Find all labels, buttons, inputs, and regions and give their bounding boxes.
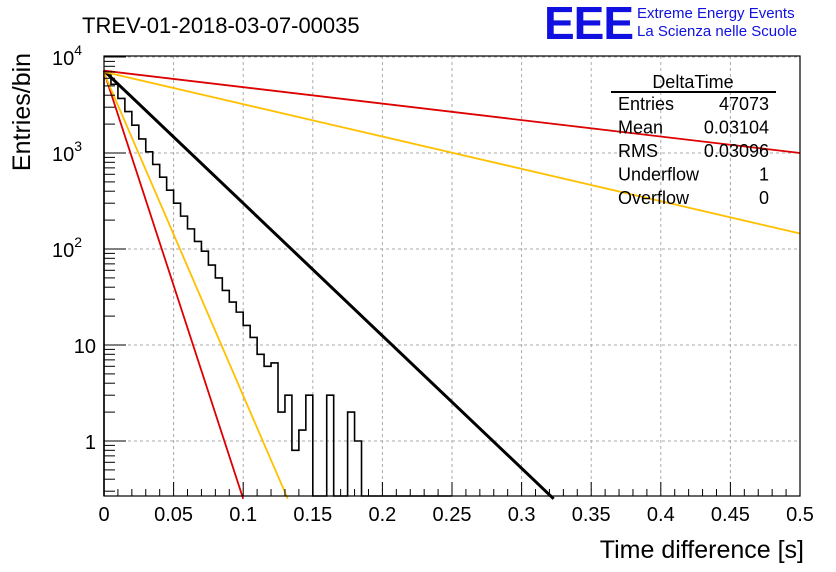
logo-line-2: La Scienza nelle Scuole <box>637 23 798 40</box>
stats-label: Overflow <box>618 188 690 208</box>
histogram <box>103 70 452 497</box>
stats-value: 47073 <box>719 94 769 114</box>
y-tick-label: 10 <box>74 336 96 358</box>
stats-value: 0.03104 <box>704 118 769 138</box>
x-tick-label: 0.25 <box>433 504 472 526</box>
x-axis-label: Time difference [s] <box>600 536 804 564</box>
x-tick-label: 0.35 <box>572 504 611 526</box>
fit-line <box>103 72 289 500</box>
stats-title: DeltaTime <box>652 72 733 92</box>
y-axis-label: Entries/bin <box>8 53 36 171</box>
x-tick-label: 0.4 <box>647 504 675 526</box>
x-tick-label: 0.1 <box>229 504 257 526</box>
x-tick-label: 0.05 <box>154 504 193 526</box>
fit-line <box>102 69 555 500</box>
histogram-steps <box>103 70 452 497</box>
x-tick-label: 0 <box>98 504 109 526</box>
axes: 0 0.05 0.1 0.15 0.2 0.25 0.3 0.35 0.4 0.45 0.51101… <box>52 42 814 526</box>
fit-line <box>103 71 245 500</box>
x-tick-label: 0.3 <box>508 504 536 526</box>
fit-line <box>103 70 801 235</box>
x-tick-label: 0.45 <box>711 504 750 526</box>
stats-value: 1 <box>759 165 769 185</box>
stats-box: DeltaTime Entries 47073 Mean 0.03104 RMS 0.03… <box>611 72 776 208</box>
stats-value: 0.03096 <box>704 141 769 161</box>
x-tick-label: 0.2 <box>368 504 396 526</box>
stats-label: Mean <box>618 118 663 138</box>
stats-label: Underflow <box>618 165 700 185</box>
eee-logo: EEE <box>544 0 634 49</box>
x-tick-label: 0.5 <box>786 504 814 526</box>
stats-value: 0 <box>759 188 769 208</box>
y-tick-label: 1 <box>85 432 96 454</box>
x-tick-label: 0.15 <box>293 504 332 526</box>
run-title: TREV-01-2018-03-07-00035 <box>82 13 360 38</box>
grid <box>104 56 800 496</box>
logo-line-1: Extreme Energy Events <box>637 5 795 22</box>
fit-curves <box>102 69 801 500</box>
fit-line <box>103 69 801 154</box>
stats-label: Entries <box>618 94 674 114</box>
stats-label: RMS <box>618 141 658 161</box>
